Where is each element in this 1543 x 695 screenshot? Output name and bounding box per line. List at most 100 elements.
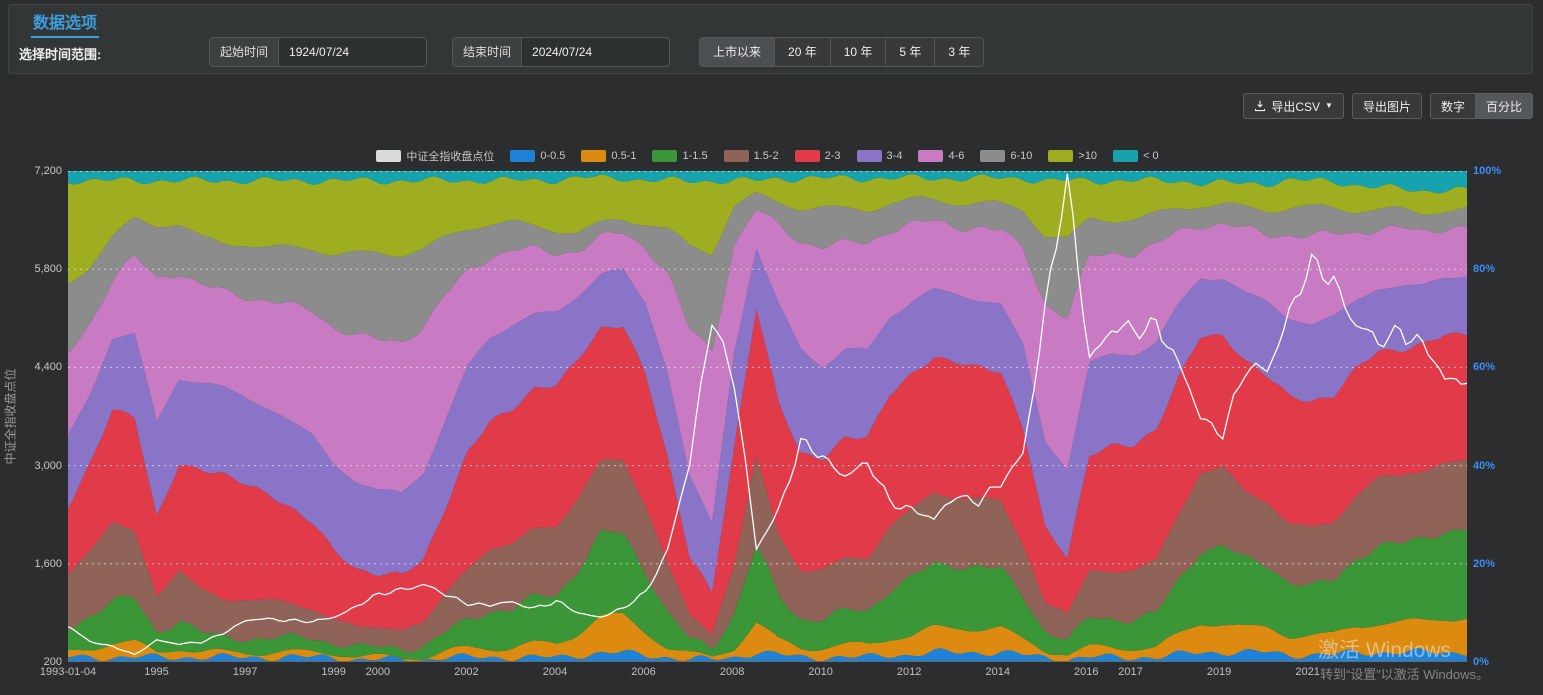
mode-percent-button[interactable]: 百分比 [1474, 93, 1533, 119]
end-time-addon-label: 结束时间 [452, 37, 523, 67]
y-right-tick-label: 60% [1473, 361, 1496, 374]
start-time-addon-label: 起始时间 [209, 37, 280, 67]
legend-item[interactable]: 中证全指收盘点位 [376, 148, 494, 164]
x-axis-tick-label: 2008 [719, 666, 745, 678]
legend-swatch [1113, 150, 1139, 162]
legend-label: < 0 [1143, 150, 1159, 162]
x-axis-tick-label: 2014 [985, 666, 1010, 678]
legend-label: >10 [1078, 150, 1098, 162]
legend-swatch [376, 150, 402, 162]
y-axis-title: 中证全指收盘点位 [3, 368, 18, 465]
panel-title: 数据选项 [31, 6, 100, 38]
chart-legend: 中证全指收盘点位 0-0.5 0.5-1 1-1.5 1.5-2 2-3 3-4 4-6 6-1… [68, 148, 1467, 164]
legend-swatch [794, 150, 820, 162]
start-time-group: 起始时间 [209, 37, 428, 67]
legend-item[interactable]: 1.5-2 [723, 150, 779, 162]
x-axis-tick-label: 1999 [321, 666, 346, 678]
range-preset-button[interactable]: 10 年 [829, 37, 887, 67]
legend-item[interactable]: < 0 [1113, 150, 1159, 162]
area-band-6-10 [68, 191, 1467, 354]
x-axis-tick-label: 1993-01-04 [39, 666, 97, 678]
caret-down-icon: ▼ [1325, 101, 1333, 110]
y-right-tick-label: 40% [1473, 459, 1496, 472]
legend-label: 1.5-2 [753, 150, 779, 162]
legend-item[interactable]: 0.5-1 [581, 150, 636, 162]
area-band-< 0 [68, 171, 1467, 194]
y-right-tick-label: 0% [1473, 656, 1489, 668]
legend-item[interactable]: 1-1.5 [652, 150, 708, 162]
x-axis-tick-label: 2010 [808, 666, 833, 678]
range-preset-button[interactable]: 5 年 [885, 37, 936, 67]
area-band->10 [68, 174, 1467, 285]
legend-item[interactable]: >10 [1048, 150, 1097, 162]
legend-swatch [723, 150, 749, 162]
range-preset-button[interactable]: 上市以来 [699, 37, 776, 67]
legend-swatch [510, 150, 536, 162]
index-close-line [68, 173, 1467, 656]
legend-item[interactable]: 0-0.5 [510, 150, 565, 162]
legend-swatch [581, 150, 607, 162]
y-left-tick-label: 5,800 [34, 263, 62, 276]
x-axis-tick-label: 2019 [1206, 666, 1232, 678]
export-csv-label: 导出CSV [1271, 99, 1321, 114]
legend-label: 3-4 [886, 150, 903, 162]
legend-item[interactable]: 4-6 [918, 150, 964, 162]
windows-activation-watermark-line2: 转到“设置”以激活 Windows。 [1320, 667, 1490, 682]
time-range-label: 选择时间范围: [19, 47, 102, 62]
legend-item[interactable]: 2-3 [794, 150, 841, 162]
x-axis-tick-label: 2021 [1295, 666, 1320, 678]
x-axis-tick-label: 1997 [232, 666, 258, 678]
legend-swatch [856, 150, 882, 162]
area-band-0-0.5 [68, 648, 1467, 662]
area-band-2-3 [68, 308, 1467, 635]
display-mode-toggle: 数字 百分比 [1429, 93, 1533, 119]
stacked-area-chart[interactable] [68, 171, 1467, 662]
area-band-1-1.5 [68, 529, 1467, 661]
export-image-label: 导出图片 [1362, 99, 1411, 114]
download-icon [1254, 100, 1266, 112]
x-axis-tick-label: 2000 [365, 666, 391, 678]
mode-number-button[interactable]: 数字 [1429, 93, 1476, 119]
x-axis-tick-label: 2004 [542, 666, 568, 678]
x-axis-tick-label: 2006 [631, 666, 656, 678]
y-left-tick-label: 200 [43, 656, 62, 668]
legend-label: 0.5-1 [611, 150, 637, 162]
windows-activation-watermark-line1: 激活 Windows [1318, 639, 1452, 662]
y-left-tick-label: 3,000 [34, 459, 62, 472]
y-left-tick-label: 7,200 [34, 165, 62, 177]
area-band-1.5-2 [68, 455, 1467, 653]
legend-item[interactable]: 3-4 [856, 150, 903, 162]
legend-label: 1-1.5 [682, 150, 708, 162]
legend-swatch [980, 150, 1006, 162]
export-csv-button[interactable]: 导出CSV ▼ [1243, 93, 1344, 119]
x-axis-tick-label: 2016 [1074, 666, 1099, 678]
x-axis-tick-label: 1995 [144, 666, 169, 678]
end-time-input[interactable] [522, 37, 671, 67]
y-right-tick-label: 80% [1473, 263, 1496, 276]
legend-swatch [1048, 150, 1074, 162]
legend-label: 中证全指收盘点位 [406, 151, 495, 163]
area-band-0.5-1 [68, 612, 1467, 662]
legend-item[interactable]: 6-10 [980, 150, 1032, 162]
legend-swatch [918, 150, 944, 162]
start-time-input[interactable] [279, 37, 428, 67]
x-axis-tick-label: 2002 [454, 666, 479, 678]
x-axis-tick-label: 2017 [1118, 666, 1143, 678]
y-right-tick-label: 100% [1473, 165, 1502, 177]
x-axis-tick-label: 2012 [896, 666, 922, 678]
legend-label: 6-10 [1010, 150, 1033, 162]
legend-label: 4-6 [948, 150, 965, 162]
y-left-tick-label: 1,600 [34, 557, 62, 570]
area-band-3-4 [68, 248, 1467, 593]
legend-swatch [652, 150, 678, 162]
range-preset-button[interactable]: 20 年 [774, 37, 831, 67]
mode-number-label: 数字 [1440, 99, 1465, 114]
range-preset-button[interactable]: 3 年 [934, 37, 985, 67]
legend-label: 2-3 [824, 150, 841, 162]
export-image-button[interactable]: 导出图片 [1351, 93, 1422, 119]
end-time-group: 结束时间 [452, 37, 671, 67]
y-left-tick-label: 4,400 [34, 361, 62, 374]
